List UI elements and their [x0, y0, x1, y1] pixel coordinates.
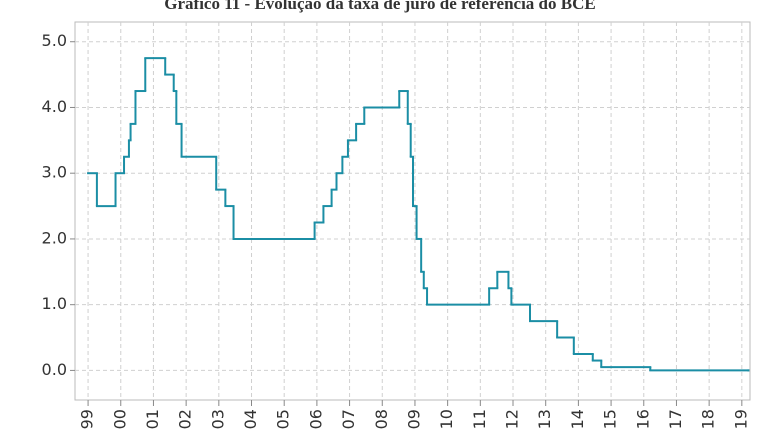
x-tick-label: 18 — [699, 409, 718, 429]
x-tick-label: 02 — [176, 409, 195, 429]
x-tick-label: 14 — [568, 409, 587, 429]
x-tick-label: 04 — [241, 409, 260, 429]
chart-title: Gráfico 11 - Evolução da taxa de juro de… — [164, 0, 595, 13]
x-tick-label: 00 — [110, 409, 129, 429]
x-tick-label: 05 — [274, 409, 293, 429]
x-tick-label: 15 — [601, 409, 620, 429]
y-tick-label: 3.0 — [42, 163, 67, 182]
y-tick-label: 5.0 — [42, 31, 67, 50]
x-tick-label: 10 — [437, 409, 456, 429]
x-tick-label: 09 — [404, 409, 423, 429]
y-tick-label: 1.0 — [42, 294, 67, 313]
x-tick-label: 03 — [208, 409, 227, 429]
y-tick-label: 2.0 — [42, 228, 67, 247]
plot-area — [74, 21, 751, 401]
x-tick-label: 12 — [503, 409, 522, 429]
y-tick-label: 4.0 — [42, 97, 67, 116]
x-tick-label: 19 — [731, 409, 750, 429]
x-tick-label: 07 — [339, 409, 358, 429]
x-tick-label: 13 — [535, 409, 554, 429]
x-tick-label: 11 — [470, 409, 489, 429]
x-tick-label: 01 — [143, 409, 162, 429]
x-tick-label: 16 — [633, 409, 652, 429]
y-tick-label: 0.0 — [42, 360, 67, 379]
x-tick-label: 08 — [372, 409, 391, 429]
x-tick-label: 17 — [666, 409, 685, 429]
x-tick-label: 99 — [78, 409, 97, 429]
x-tick-label: 06 — [306, 409, 325, 429]
